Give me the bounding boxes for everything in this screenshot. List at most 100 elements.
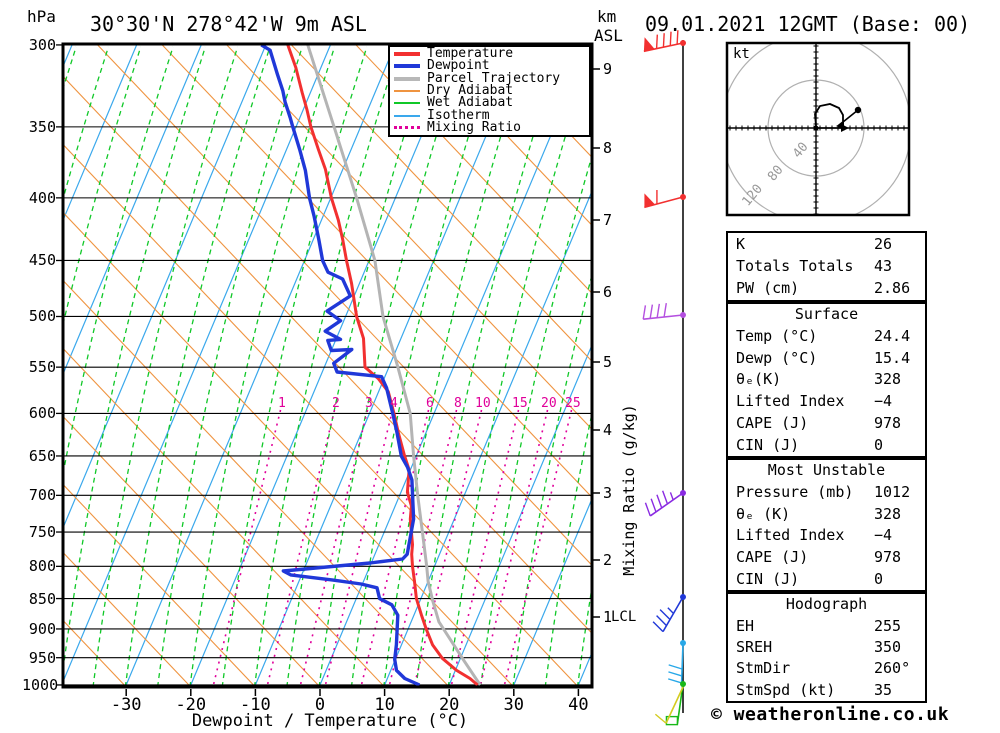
legend-item-label: Temperature (427, 46, 514, 62)
table-row-label: Totals Totals (736, 256, 854, 275)
pressure-tick-label: 950 (28, 648, 56, 667)
legend-item: Mixing Ratio (390, 119, 589, 135)
isotherm-line (189, 44, 461, 687)
table-row-label: K (736, 234, 746, 253)
hodograph-trace-branch (842, 109, 859, 123)
temp-tick-label: -10 (240, 695, 271, 715)
isotherm-line (447, 343, 592, 687)
legend-item: Wet Adiabat (390, 95, 589, 111)
mixing-ratio-axis-title: Mixing Ratio (g/kg) (620, 404, 638, 576)
table-row-value: 26 (874, 234, 893, 253)
legend-item: Isotherm (390, 107, 589, 123)
dry-adiabat-line (937, 44, 1000, 687)
pressure-tick-label: 450 (28, 251, 56, 270)
dry-adiabat-line (63, 75, 592, 635)
pressure-tick-label: 850 (28, 589, 56, 608)
table-row: PW (cm) 2.86 (728, 278, 925, 299)
table-row-label: Temp (°C) (736, 327, 818, 346)
wind-barb (668, 640, 686, 684)
table-row-label: StmSpd (kt) (736, 680, 836, 699)
index-table: Surface Temp (°C) 24.4 Dewp (°C) 15.4 θₑ(K) 32… (726, 302, 927, 458)
table-row-label: θₑ (K) (736, 504, 791, 523)
pressure-tick-label: 650 (28, 446, 56, 465)
table-row-value: 0 (874, 569, 884, 588)
km-tick-label: 8 (603, 139, 613, 157)
table-row-value: 24.4 (874, 327, 911, 346)
table-title: Most Unstable (767, 461, 886, 480)
table-row-label: Lifted Index (736, 392, 845, 411)
legend-line-sample (394, 102, 420, 105)
table-row-value: 350 (874, 637, 902, 656)
mixing-ratio-value-label: 2 (332, 396, 340, 411)
table-row: Lifted Index −4 (728, 391, 925, 412)
table-row-value: 328 (874, 370, 902, 389)
station-title: 30°30'N 278°42'W 9m ASL (90, 12, 367, 36)
hodograph-border (725, 41, 911, 217)
table-row: StmDir 260° (728, 658, 925, 679)
temp-tick-label: 10 (374, 695, 395, 715)
table-title: Hodograph (785, 595, 868, 614)
km-tick-label: 7 (603, 211, 613, 229)
pressure-tick-label: 800 (28, 557, 56, 576)
legend-item-label: Isotherm (427, 107, 490, 123)
table-row-value: 1012 (874, 482, 911, 501)
legend: Temperature Dewpoint Parcel Trajectory Dry … (388, 45, 591, 137)
table-row: EH 255 (728, 616, 925, 637)
table-row-value: 328 (874, 504, 902, 523)
table-row: Pressure (mb) 1012 (728, 482, 925, 503)
wind-barb (644, 490, 686, 517)
legend-item-label: Parcel Trajectory (427, 70, 561, 86)
legend-item: Parcel Trajectory (390, 70, 589, 86)
legend-item-label: Mixing Ratio (427, 119, 521, 135)
mixing-ratio-line (212, 409, 282, 687)
pressure-tick-label: 350 (28, 117, 56, 136)
wind-barb (642, 303, 686, 320)
legend-item-label: Wet Adiabat (427, 95, 514, 111)
table-row-value: 255 (874, 616, 902, 635)
table-row: SREH 350 (728, 637, 925, 658)
table-row-value: 15.4 (874, 348, 911, 367)
legend-line-sample (394, 89, 420, 92)
dry-adiabat-line (63, 347, 385, 687)
table-row-label: CIN (J) (736, 435, 800, 454)
table-row: θₑ (K) 328 (728, 504, 925, 525)
table-row: Totals Totals 43 (728, 256, 925, 277)
dry-adiabat-line (63, 415, 321, 687)
dewpoint-curve (260, 44, 421, 687)
wind-barb (643, 30, 686, 53)
wet-adiabat-line (576, 583, 592, 687)
pressure-tick-label: 400 (28, 188, 56, 207)
isotherm-line (63, 44, 203, 376)
pressure-tick-label: 900 (28, 619, 56, 638)
dry-adiabat-line (63, 279, 450, 687)
table-row-label: Pressure (mb) (736, 482, 854, 501)
km-tick-label: 2 (603, 551, 613, 569)
pressure-tick-label: 550 (28, 358, 56, 377)
parcel-trajectory-curve (306, 44, 482, 686)
wind-barb (652, 594, 686, 633)
isotherm-line (124, 44, 396, 687)
index-table: Most Unstable Pressure (mb) 1012 θₑ (K) 328 L… (726, 458, 927, 592)
legend-item-label: Dewpoint (427, 58, 490, 74)
km-tick-label: 6 (603, 283, 613, 301)
table-row-value: 0 (874, 435, 884, 454)
table-row-label: CAPE (J) (736, 413, 809, 432)
isotherm-line (512, 497, 592, 687)
table-row: Temp (°C) 24.4 (728, 326, 925, 347)
isotherm-line (63, 44, 332, 684)
lcl-marker-label: LCL (611, 609, 637, 625)
km-tick-label: 4 (603, 421, 613, 439)
dry-adiabat-line (63, 211, 515, 687)
temp-tick-label: 30 (503, 695, 525, 715)
run-datetime: 09.01.2021 12GMT (Base: 00) (645, 12, 971, 36)
table-row-label: CIN (J) (736, 569, 800, 588)
dry-adiabat-line (354, 44, 592, 295)
plot-border (61, 42, 594, 689)
table-row-label: PW (cm) (736, 279, 800, 298)
mixing-ratio-line (450, 409, 520, 687)
table-row: StmSpd (kt) 35 (728, 680, 925, 701)
temp-tick-label: 40 (568, 695, 589, 715)
km-tick-label: 9 (603, 60, 613, 78)
mixing-ratio-line (299, 409, 369, 687)
